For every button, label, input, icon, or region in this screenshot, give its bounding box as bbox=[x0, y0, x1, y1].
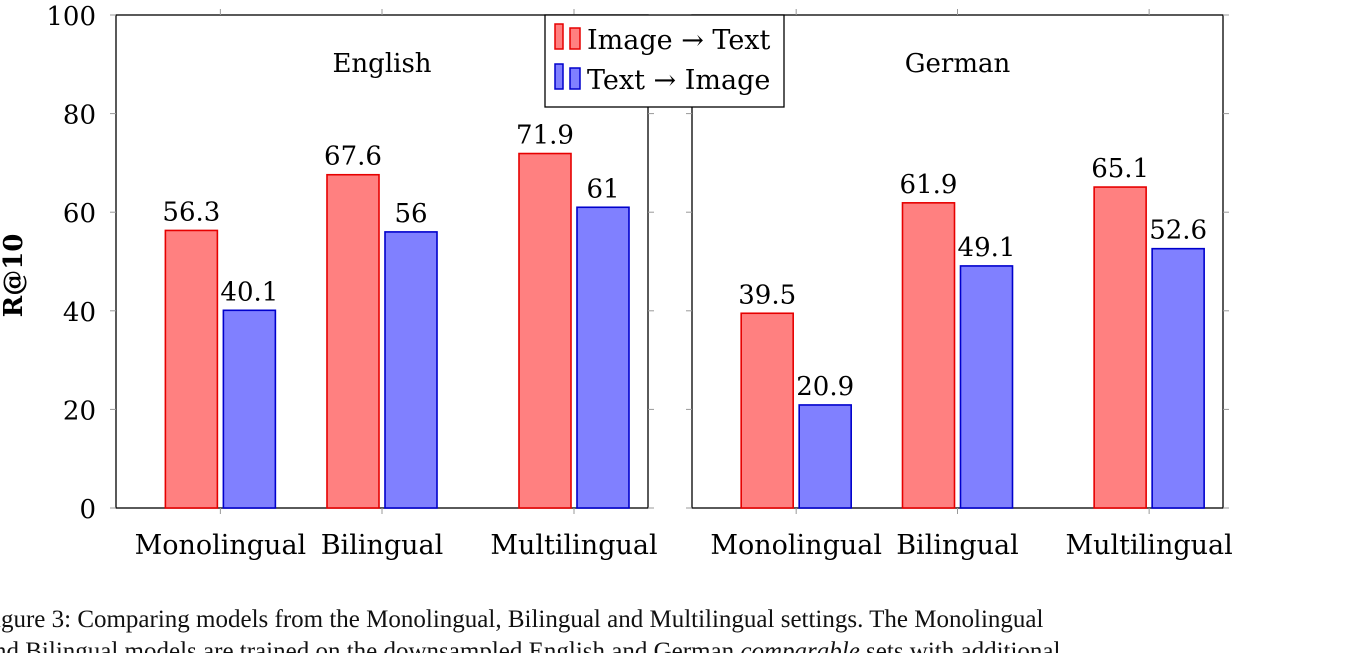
y-tick-label: 80 bbox=[63, 101, 96, 131]
panel-title: English bbox=[332, 49, 431, 79]
bar bbox=[1151, 247, 1205, 509]
x-tick-label: Bilingual bbox=[321, 530, 444, 561]
legend-box bbox=[544, 14, 785, 108]
data-label: 65.1 bbox=[1091, 154, 1149, 184]
bar bbox=[518, 152, 572, 509]
data-label: 71.9 bbox=[516, 121, 574, 151]
x-tick-label: Monolingual bbox=[710, 530, 882, 561]
bar bbox=[164, 229, 219, 509]
y-tick-label: 40 bbox=[63, 298, 96, 328]
caption-line-2-suffix: sets with additional bbox=[859, 638, 1061, 653]
caption-line-1: igure 3: Comparing models from the Monol… bbox=[0, 606, 1044, 633]
bar bbox=[1093, 186, 1147, 509]
x-tick-label: Monolingual bbox=[135, 530, 307, 561]
data-label: 39.5 bbox=[738, 280, 796, 310]
figure-caption: igure 3: Comparing models from the Monol… bbox=[0, 604, 1346, 653]
data-label: 20.9 bbox=[796, 372, 854, 402]
data-label: 56.3 bbox=[162, 197, 220, 227]
legend-swatch bbox=[554, 63, 564, 90]
y-tick-label: 100 bbox=[46, 2, 96, 32]
bar bbox=[384, 231, 438, 509]
y-tick-label: 20 bbox=[63, 396, 96, 426]
data-label: 61 bbox=[586, 174, 619, 204]
data-label: 56 bbox=[394, 199, 427, 229]
y-tick-label: 0 bbox=[79, 495, 96, 525]
bar bbox=[901, 202, 956, 509]
data-label: 61.9 bbox=[900, 170, 958, 200]
legend: Image → Text Text → Image bbox=[544, 14, 785, 108]
legend-label: Text → Image bbox=[587, 65, 770, 96]
bar bbox=[740, 312, 794, 509]
chart-panel-1: Monolingual Bilingual Multilingual 39.5 61.9… bbox=[686, 9, 1233, 561]
legend-label: Image → Text bbox=[587, 25, 771, 56]
y-tick-label: 60 bbox=[63, 199, 96, 229]
legend-swatch bbox=[569, 67, 581, 90]
bar bbox=[222, 309, 277, 509]
data-label: 67.6 bbox=[324, 142, 382, 172]
bar bbox=[326, 173, 380, 509]
x-tick-label: Multilingual bbox=[1066, 530, 1233, 561]
legend-swatch bbox=[554, 23, 564, 50]
x-tick-label: Bilingual bbox=[896, 530, 1019, 561]
bar bbox=[576, 206, 630, 509]
caption-line-2-italic: comparable bbox=[740, 638, 860, 653]
legend-swatch bbox=[569, 27, 581, 50]
caption-line-2-prefix: nd Bilingual models are trained on the d… bbox=[0, 638, 741, 653]
chart-panel-0: 0 20 40 60 80 100 Monolingual Bilingual Multilin… bbox=[0, 2, 658, 561]
bar-chart: 0 20 40 60 80 100 Monolingual Bilingual Multilin… bbox=[0, 2, 1233, 561]
x-tick-label: Multilingual bbox=[490, 530, 657, 561]
data-label: 49.1 bbox=[958, 233, 1016, 263]
y-axis-label: R@10 bbox=[0, 234, 29, 318]
caption-line-2: nd Bilingual models are trained on the d… bbox=[0, 636, 1346, 653]
data-label: 52.6 bbox=[1149, 216, 1207, 246]
bar bbox=[959, 265, 1014, 509]
bar bbox=[798, 404, 852, 509]
data-label: 40.1 bbox=[220, 277, 278, 307]
panel-title: German bbox=[905, 49, 1011, 79]
